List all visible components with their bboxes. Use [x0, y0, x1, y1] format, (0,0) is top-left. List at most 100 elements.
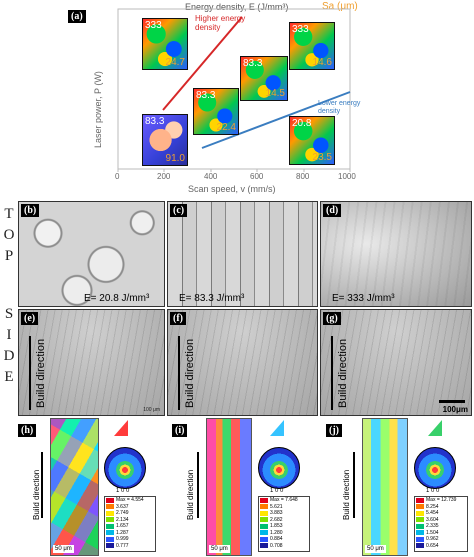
legend-row: Max = 4.554: [105, 497, 155, 504]
legend-value: 0.884: [270, 536, 283, 542]
x-tick-800: 800: [296, 172, 310, 181]
legend-swatch: [106, 523, 114, 529]
lower-energy-label: Lower energy density: [318, 100, 361, 115]
legend-value: 1.287: [116, 529, 129, 536]
legend-swatch: [106, 543, 114, 549]
legend-value: 8.254: [426, 503, 439, 510]
surface-inset-2: 83.3 22.4: [193, 88, 239, 135]
legend-row: 1.504: [415, 530, 467, 537]
sa-header: Sa (μm): [322, 1, 358, 12]
ipf-triangle-h: [114, 420, 128, 436]
x-tick-600: 600: [250, 172, 264, 181]
legend-swatch: [416, 543, 424, 549]
surface-inset-6: 20.8 23.5: [289, 116, 335, 165]
ebsd-i-scale: 50 μm: [209, 545, 230, 553]
legend-value: 1.504: [426, 529, 439, 536]
legend-value: 5.621: [270, 503, 283, 510]
ebsd-map-h: 50 μm: [50, 418, 99, 556]
ebsd-i-build-label: Build direction: [186, 469, 195, 520]
side-micrograph-f: (f) Build direction: [167, 309, 318, 416]
pole-legend-i: Max = 7.648 5.621 3.883 2.682 1.853 1.280 0.88…: [258, 496, 310, 552]
top-b-energy-label: E= 20.8 J/mm³: [84, 293, 150, 304]
inset-1-sa: 24.7: [165, 57, 185, 68]
legend-swatch: [260, 523, 268, 529]
legend-row: 1.287: [105, 530, 155, 537]
panel-g-tag: (g): [323, 312, 341, 325]
legend-row: 8.254: [415, 504, 467, 511]
panel-a-tag: (a): [68, 10, 86, 23]
legend-row: 2.134: [105, 517, 155, 524]
y-axis-label: Laser power, P (W): [93, 71, 103, 148]
legend-value: Max = 4.554: [116, 497, 144, 503]
legend-row: 3.883: [259, 510, 309, 517]
top-micrograph-c: (c) E= 83.3 J/mm³: [167, 201, 318, 307]
legend-value: 0.708: [270, 542, 283, 549]
panel-i-tag: (i): [172, 424, 188, 437]
legend-row: 0.999: [105, 536, 155, 543]
legend-row: 0.777: [105, 543, 155, 550]
legend-swatch: [106, 536, 114, 542]
legend-swatch: [106, 497, 114, 503]
panel-d-tag: (d): [323, 204, 342, 217]
x-tick-400: 400: [204, 172, 218, 181]
panel-j-tag: (j): [326, 424, 342, 437]
legend-value: 1.280: [270, 529, 283, 536]
top-letter-o: O: [3, 227, 15, 243]
legend-value: 5.454: [426, 510, 439, 516]
ebsd-map-j: 50 μm: [362, 418, 408, 556]
side-letter-e: E: [4, 369, 14, 385]
panel-h-tag: (h): [18, 424, 37, 437]
legend-value: 3.883: [270, 510, 283, 516]
panel-f-tag: (f): [170, 312, 186, 325]
legend-value: 0.999: [116, 536, 129, 542]
legend-row: 2.335: [415, 523, 467, 530]
legend-row: 5.621: [259, 504, 309, 511]
legend-swatch: [416, 536, 424, 542]
legend-swatch: [416, 497, 424, 503]
ebsd-map-i: 50 μm: [206, 418, 252, 556]
top-micrograph-d: (d) E= 333 J/mm³: [320, 201, 472, 307]
ebsd-j-build-label: Build direction: [342, 469, 351, 520]
surface-inset-1: 333 24.7: [142, 18, 188, 70]
ebsd-h-build-label: Build direction: [32, 469, 41, 520]
legend-swatch: [106, 530, 114, 536]
pole-legend-h: Max = 4.554 3.637 2.749 2.134 1.657 1.287 0.99…: [104, 496, 156, 552]
inset-5-energy: 83.3: [145, 116, 165, 127]
legend-row: 1.853: [259, 523, 309, 530]
ebsd-h-build-arrow: [41, 452, 43, 518]
inset-2-sa: 22.4: [216, 122, 236, 133]
top-micrograph-b: (b) E= 20.8 J/mm³: [18, 201, 165, 307]
pole-figure-h: [104, 447, 146, 489]
lower-energy-line: [201, 91, 351, 149]
legend-row: 0.708: [259, 543, 309, 550]
legend-swatch: [416, 517, 424, 523]
legend-swatch: [260, 504, 268, 510]
ebsd-j-build-arrow: [353, 452, 355, 518]
legend-value: 3.604: [426, 516, 439, 523]
energy-density-header: Energy density, E (J/mm³): [185, 2, 289, 12]
legend-row: 3.637: [105, 504, 155, 511]
ebsd-h-scale: 50 μm: [53, 545, 74, 553]
legend-value: 2.335: [426, 523, 439, 529]
legend-swatch: [260, 543, 268, 549]
legend-swatch: [106, 517, 114, 523]
panel-e-tag: (e): [21, 312, 39, 325]
side-e-build-arrow: [29, 336, 31, 410]
ipf-triangle-i: [270, 420, 284, 436]
legend-value: Max = 7.648: [270, 497, 298, 503]
legend-row: 2.749: [105, 510, 155, 517]
ebsd-i-build-arrow: [197, 452, 199, 518]
legend-swatch: [260, 497, 268, 503]
side-g-build-label: Build direction: [337, 338, 349, 408]
legend-row: Max = 12.739: [415, 497, 467, 504]
side-f-build-label: Build direction: [184, 338, 196, 408]
ebsd-j-scale: 50 μm: [365, 545, 386, 553]
x-tick-200: 200: [157, 172, 171, 181]
legend-swatch: [260, 517, 268, 523]
legend-value: 2.682: [270, 516, 283, 523]
higher-energy-label: Higher energy density: [195, 14, 246, 32]
legend-swatch: [416, 510, 424, 516]
side-e-scale-text: 100 μm: [143, 407, 160, 413]
surface-inset-5: 83.3 91.0: [142, 114, 188, 166]
inset-6-energy: 20.8: [292, 118, 312, 129]
